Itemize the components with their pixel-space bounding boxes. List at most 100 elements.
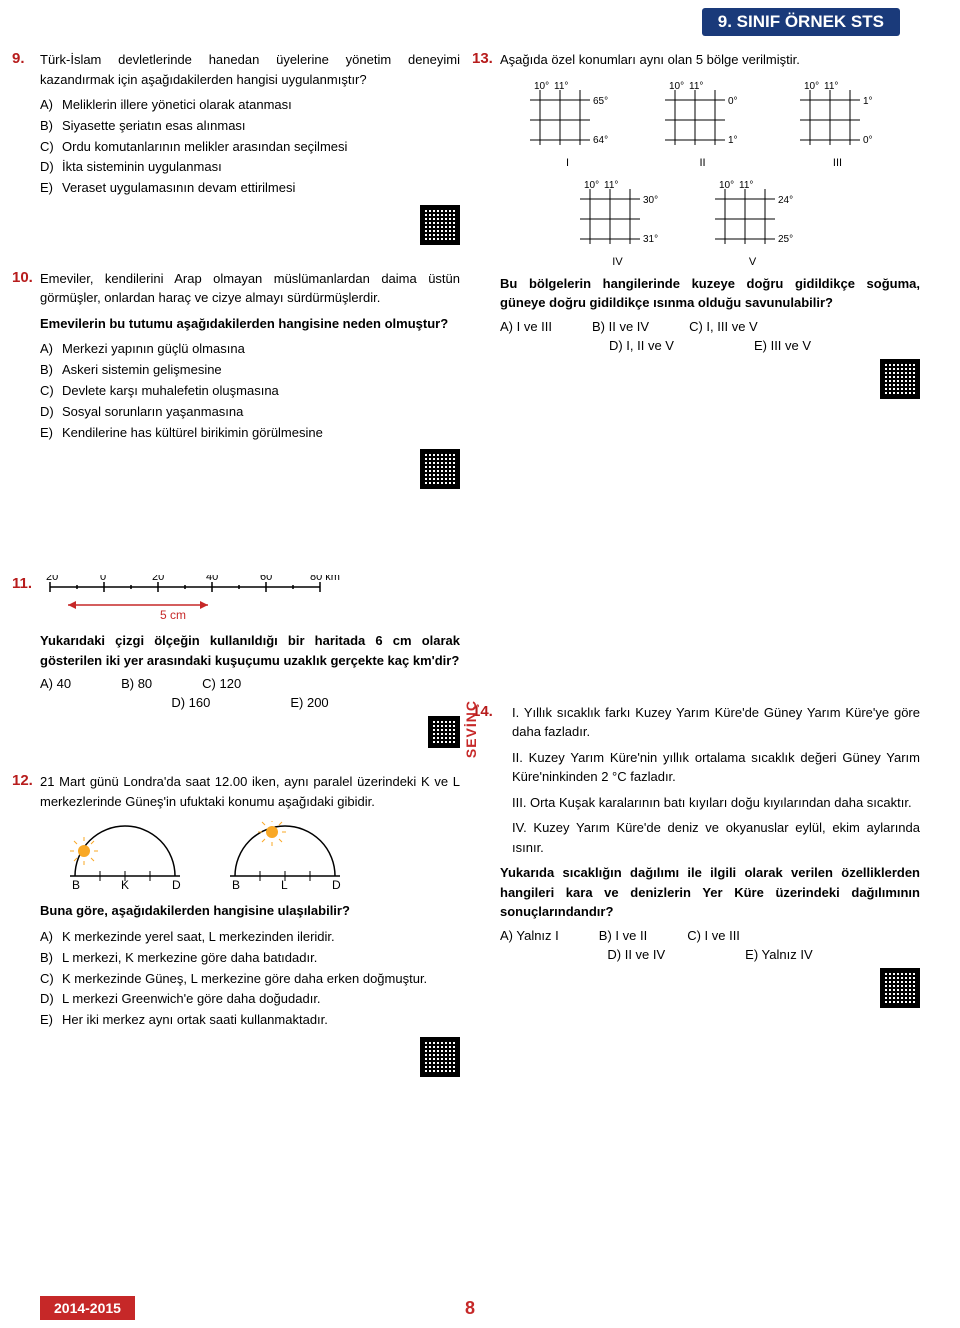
opt-d: İkta sisteminin uygulanması xyxy=(62,157,222,178)
brand-vertical: SEVİNÇ xyxy=(463,700,479,758)
opt-c: C) 120 xyxy=(202,676,241,691)
opt-e: E) 200 xyxy=(290,695,328,710)
svg-text:0°: 0° xyxy=(863,135,873,146)
options: A)K merkezinde yerel saat, L merkezinden… xyxy=(40,927,460,1031)
question-prompt: Yukarıda sıcaklığın dağılımı ile ilgili … xyxy=(500,863,920,922)
stmt-iii: III. Orta Kuşak karalarının batı kıyılar… xyxy=(500,793,920,813)
opt-e: Her iki merkez aynı ortak saati kullanma… xyxy=(62,1010,328,1031)
right-column: 13. Aşağıda özel konumları aynı olan 5 b… xyxy=(500,50,920,1101)
svg-text:D: D xyxy=(332,878,341,891)
qr-icon xyxy=(420,449,460,489)
opt-d: L merkezi Greenwich'e göre daha doğudadı… xyxy=(62,989,321,1010)
arc-diagrams: B K D B xyxy=(60,821,460,891)
opt-c: K merkezinde Güneş, L merkezine göre dah… xyxy=(62,969,427,990)
qr-icon xyxy=(420,205,460,245)
grid-5: 10° 11° 24° 25° V xyxy=(705,179,800,268)
opt-a: Meliklerin illere yönetici olarak atanma… xyxy=(62,95,292,116)
left-column: 9. Türk-İslam devletlerinde hanedan üyel… xyxy=(40,50,460,1101)
stmt-ii: II. Kuzey Yarım Küre'nin yıllık ortalama… xyxy=(500,748,920,787)
opt-d: Sosyal sorunların yaşanmasına xyxy=(62,402,243,423)
scale-diagram: 20 0 20 40 60 80 km 5 cm xyxy=(40,575,340,625)
svg-text:11°: 11° xyxy=(604,180,618,191)
stmt-iv: IV. Kuzey Yarım Küre'de deniz ve okyanus… xyxy=(500,818,920,857)
svg-text:0°: 0° xyxy=(728,96,738,107)
question-intro: Aşağıda özel konumları aynı olan 5 bölge… xyxy=(500,50,920,70)
options: A) Yalnız I B) I ve II C) I ve III D) II… xyxy=(500,928,920,962)
question-10: 10. Emeviler, kendilerini Arap olmayan m… xyxy=(40,269,460,489)
svg-text:0: 0 xyxy=(100,575,106,583)
opt-e: E) III ve V xyxy=(754,338,811,353)
grid-row-2: 10° 11° 30° 31° IV 10° 11° 24° 25° V xyxy=(570,179,920,268)
svg-text:10°: 10° xyxy=(534,81,549,92)
stmt-i: I. Yıllık sıcaklık farkı Kuzey Yarım Kür… xyxy=(500,703,920,742)
svg-text:1°: 1° xyxy=(863,96,873,107)
question-intro: 21 Mart günü Londra'da saat 12.00 iken, … xyxy=(40,772,460,811)
svg-text:65°: 65° xyxy=(593,96,608,107)
svg-text:1°: 1° xyxy=(728,135,738,146)
header-badge: 9. SINIF ÖRNEK STS xyxy=(702,8,900,36)
options: A)Meliklerin illere yönetici olarak atan… xyxy=(40,95,460,199)
qr-icon xyxy=(428,716,460,748)
svg-text:20: 20 xyxy=(152,575,164,583)
page-number: 8 xyxy=(465,1298,475,1319)
question-prompt: Buna göre, aşağıdakilerden hangisine ula… xyxy=(40,901,460,921)
opt-b: Siyasette şeriatın esas alınması xyxy=(62,116,246,137)
svg-text:10°: 10° xyxy=(719,180,734,191)
question-number: 9. xyxy=(12,50,25,67)
opt-e: Kendilerine has kültürel birikimin görül… xyxy=(62,423,323,444)
svg-text:40: 40 xyxy=(206,575,218,583)
svg-text:11°: 11° xyxy=(554,81,568,92)
svg-text:11°: 11° xyxy=(689,81,703,92)
opt-a: A) I ve III xyxy=(500,319,552,334)
arc-left: B K D xyxy=(60,821,190,891)
question-prompt: Bu bölgelerin hangilerinde kuzeye doğru … xyxy=(500,274,920,313)
svg-text:10°: 10° xyxy=(804,81,819,92)
question-text: Yukarıdaki çizgi ölçeğin kullanıldığı bi… xyxy=(40,631,460,670)
question-number: 12. xyxy=(12,772,33,789)
svg-text:D: D xyxy=(172,878,181,891)
svg-text:11°: 11° xyxy=(824,81,838,92)
svg-text:31°: 31° xyxy=(643,234,658,245)
opt-d: D) II ve IV xyxy=(607,947,665,962)
opt-b: L merkezi, K merkezine göre daha batıdad… xyxy=(62,948,317,969)
qr-icon xyxy=(880,968,920,1008)
svg-text:K: K xyxy=(121,878,129,891)
question-9: 9. Türk-İslam devletlerinde hanedan üyel… xyxy=(40,50,460,245)
svg-text:30°: 30° xyxy=(643,195,658,206)
opt-e: Veraset uygulamasının devam ettirilmesi xyxy=(62,178,295,199)
svg-text:64°: 64° xyxy=(593,135,608,146)
opt-b: B) II ve IV xyxy=(592,319,649,334)
opt-b: Askeri sistemin gelişmesine xyxy=(62,360,222,381)
options: A) I ve III B) II ve IV C) I, III ve V D… xyxy=(500,319,920,353)
opt-c: Ordu komutanlarının melikler arasından s… xyxy=(62,137,347,158)
question-text: Türk-İslam devletlerinde hanedan üyeleri… xyxy=(40,50,460,89)
opt-e: E) Yalnız IV xyxy=(745,947,812,962)
svg-text:10°: 10° xyxy=(584,180,599,191)
opt-a: K merkezinde yerel saat, L merkezinden i… xyxy=(62,927,335,948)
question-13: 13. Aşağıda özel konumları aynı olan 5 b… xyxy=(500,50,920,399)
grid-3: 10° 11° 1° 0° III xyxy=(790,80,885,169)
question-prompt: Emevilerin bu tutumu aşağıdakilerden han… xyxy=(40,314,460,334)
opt-d: D) I, II ve V xyxy=(609,338,674,353)
svg-text:60: 60 xyxy=(260,575,272,583)
opt-a: A) Yalnız I xyxy=(500,928,559,943)
svg-text:11°: 11° xyxy=(739,180,753,191)
opt-b: B) 80 xyxy=(121,676,152,691)
grid-2: 10° 11° 0° 1° II xyxy=(655,80,750,169)
opt-a: Merkezi yapının güçlü olmasına xyxy=(62,339,245,360)
question-number: 11. xyxy=(12,575,32,592)
arc-right: B L D xyxy=(220,821,350,891)
qr-icon xyxy=(420,1037,460,1077)
svg-text:B: B xyxy=(232,878,240,891)
svg-text:5 cm: 5 cm xyxy=(160,608,186,622)
year-badge: 2014-2015 xyxy=(40,1296,135,1320)
grid-1: 10° 11° 65° 64° I xyxy=(520,80,615,169)
question-text: Emeviler, kendilerini Arap olmayan müslü… xyxy=(40,269,460,308)
options: A)Merkezi yapının güçlü olmasına B)Asker… xyxy=(40,339,460,443)
question-12: 12. 21 Mart günü Londra'da saat 12.00 ik… xyxy=(40,772,460,1076)
opt-a: A) 40 xyxy=(40,676,71,691)
opt-c: Devlete karşı muhalefetin oluşmasına xyxy=(62,381,279,402)
svg-text:10°: 10° xyxy=(669,81,684,92)
svg-text:L: L xyxy=(281,878,288,891)
opt-c: C) I, III ve V xyxy=(689,319,758,334)
